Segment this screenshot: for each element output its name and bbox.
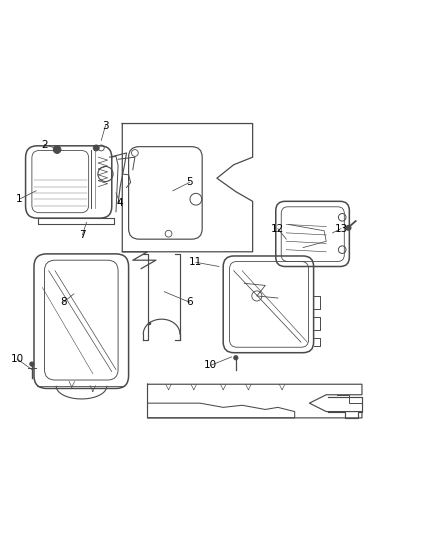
Text: 7: 7 [79,230,86,240]
Text: 1: 1 [16,194,23,204]
Text: 6: 6 [186,297,193,307]
Text: 12: 12 [271,224,285,233]
Text: 3: 3 [102,120,109,131]
Circle shape [346,225,351,230]
Text: 10: 10 [11,354,24,364]
Circle shape [53,146,61,154]
Circle shape [93,145,99,151]
Circle shape [30,362,34,366]
Text: 4: 4 [117,198,124,208]
Text: 2: 2 [41,140,48,150]
Text: 5: 5 [186,177,193,188]
Text: 8: 8 [60,297,67,307]
Circle shape [234,356,238,360]
Text: 11: 11 [189,257,202,267]
Text: 10: 10 [204,360,217,370]
Text: 13: 13 [334,224,348,233]
